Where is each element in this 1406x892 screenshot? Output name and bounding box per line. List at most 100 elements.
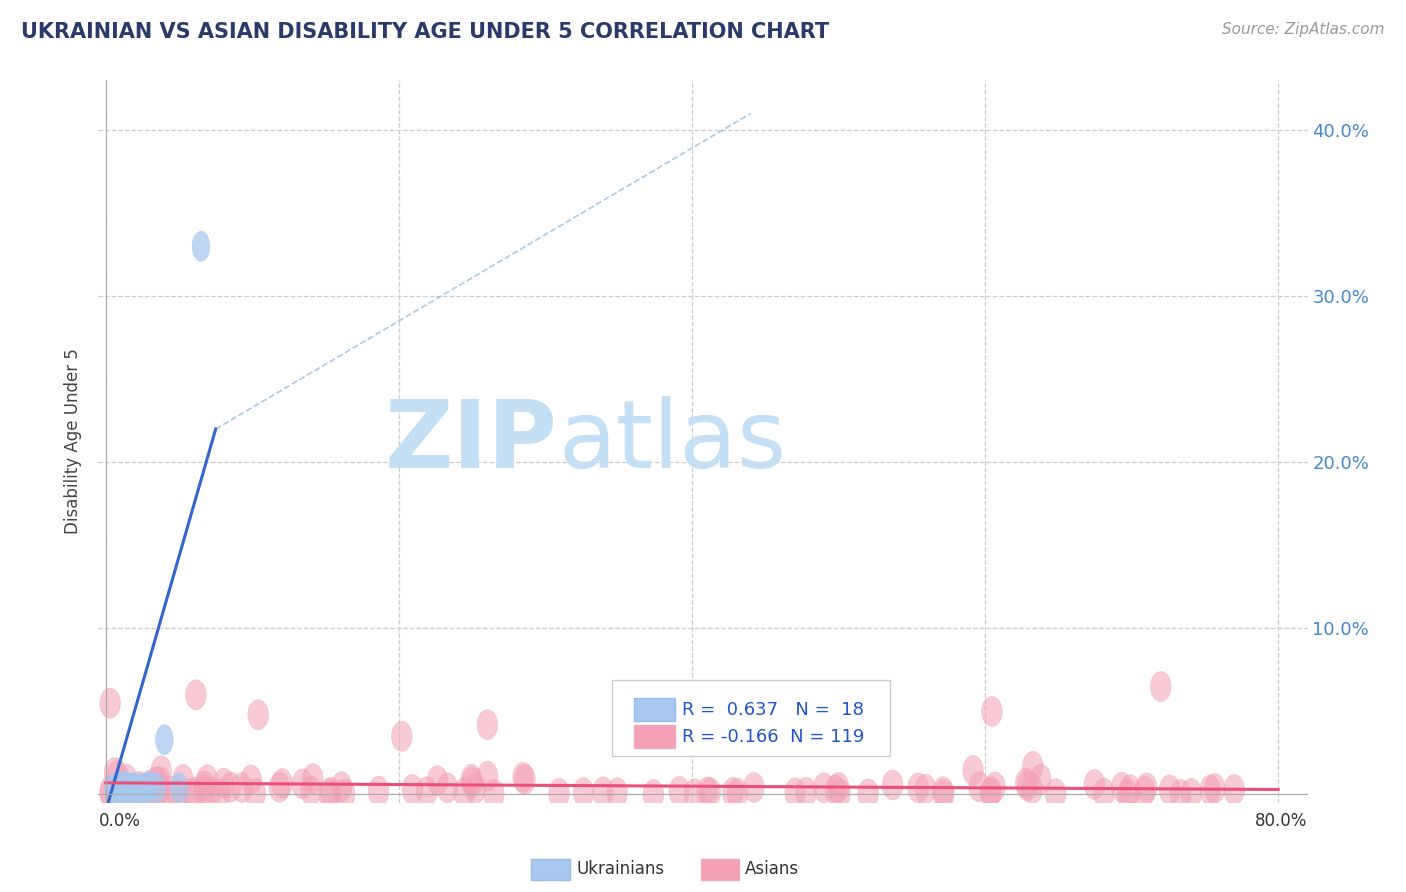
Ellipse shape <box>1199 775 1220 805</box>
Ellipse shape <box>121 774 138 805</box>
Ellipse shape <box>149 777 170 807</box>
Ellipse shape <box>454 778 474 807</box>
Ellipse shape <box>1111 772 1132 802</box>
Ellipse shape <box>100 689 121 718</box>
Ellipse shape <box>883 770 903 800</box>
Ellipse shape <box>1094 778 1114 808</box>
Ellipse shape <box>124 772 141 803</box>
Ellipse shape <box>104 774 122 805</box>
Ellipse shape <box>122 774 143 805</box>
Ellipse shape <box>194 771 214 801</box>
Ellipse shape <box>129 772 146 803</box>
Ellipse shape <box>115 777 136 806</box>
Ellipse shape <box>723 778 744 807</box>
Ellipse shape <box>1160 775 1180 805</box>
Ellipse shape <box>269 772 290 802</box>
Ellipse shape <box>513 763 533 792</box>
Ellipse shape <box>981 697 1002 726</box>
Ellipse shape <box>115 778 136 807</box>
Ellipse shape <box>593 777 613 807</box>
Ellipse shape <box>200 778 221 808</box>
Ellipse shape <box>437 773 458 803</box>
Ellipse shape <box>100 780 121 809</box>
Ellipse shape <box>181 779 202 808</box>
Ellipse shape <box>858 779 879 809</box>
Ellipse shape <box>368 776 389 806</box>
Ellipse shape <box>117 772 134 801</box>
Ellipse shape <box>108 774 127 805</box>
Text: R =  0.637   N =  18: R = 0.637 N = 18 <box>682 701 865 720</box>
Ellipse shape <box>156 724 173 755</box>
Ellipse shape <box>1022 774 1043 804</box>
Ellipse shape <box>120 772 136 803</box>
Ellipse shape <box>319 780 339 809</box>
Ellipse shape <box>105 779 127 809</box>
Ellipse shape <box>1121 775 1140 805</box>
Ellipse shape <box>221 772 240 802</box>
Ellipse shape <box>128 772 149 801</box>
Ellipse shape <box>830 779 851 809</box>
Ellipse shape <box>463 767 482 797</box>
Text: Source: ZipAtlas.com: Source: ZipAtlas.com <box>1222 22 1385 37</box>
Ellipse shape <box>1136 772 1157 803</box>
Ellipse shape <box>301 776 322 805</box>
Ellipse shape <box>465 774 485 804</box>
Ellipse shape <box>969 772 990 802</box>
Ellipse shape <box>477 761 498 791</box>
Ellipse shape <box>127 774 143 805</box>
Ellipse shape <box>1135 777 1154 806</box>
Ellipse shape <box>332 772 352 802</box>
Text: Asians: Asians <box>745 860 800 879</box>
Ellipse shape <box>148 772 166 803</box>
Ellipse shape <box>1046 779 1066 809</box>
Ellipse shape <box>100 776 121 805</box>
Ellipse shape <box>402 774 423 805</box>
Ellipse shape <box>427 765 447 796</box>
Ellipse shape <box>643 780 664 809</box>
Ellipse shape <box>915 774 935 805</box>
Ellipse shape <box>814 772 834 803</box>
Ellipse shape <box>240 765 262 795</box>
Ellipse shape <box>167 780 188 809</box>
Ellipse shape <box>149 772 170 803</box>
Ellipse shape <box>209 779 231 808</box>
Ellipse shape <box>700 778 721 807</box>
Ellipse shape <box>139 771 159 800</box>
Ellipse shape <box>697 777 717 807</box>
Ellipse shape <box>828 772 849 802</box>
Ellipse shape <box>321 777 342 807</box>
Ellipse shape <box>574 778 593 807</box>
Ellipse shape <box>107 772 125 803</box>
Ellipse shape <box>548 779 569 808</box>
Text: Ukrainians: Ukrainians <box>576 860 664 879</box>
Ellipse shape <box>148 775 169 805</box>
Ellipse shape <box>932 777 953 806</box>
Ellipse shape <box>669 777 689 806</box>
Ellipse shape <box>292 769 312 799</box>
Ellipse shape <box>1017 771 1038 801</box>
Ellipse shape <box>122 775 143 805</box>
Ellipse shape <box>107 777 128 806</box>
Ellipse shape <box>934 780 955 809</box>
Ellipse shape <box>117 777 138 807</box>
Ellipse shape <box>744 772 763 803</box>
Ellipse shape <box>139 774 160 805</box>
Ellipse shape <box>186 680 207 710</box>
Ellipse shape <box>134 774 152 805</box>
Ellipse shape <box>214 768 233 798</box>
Ellipse shape <box>963 756 983 786</box>
Ellipse shape <box>685 779 704 809</box>
Ellipse shape <box>1084 770 1105 799</box>
FancyBboxPatch shape <box>634 724 675 747</box>
Ellipse shape <box>117 764 136 795</box>
Ellipse shape <box>170 772 188 803</box>
Ellipse shape <box>1170 780 1191 809</box>
Ellipse shape <box>107 761 128 790</box>
Ellipse shape <box>391 722 412 751</box>
Ellipse shape <box>1205 773 1225 804</box>
Ellipse shape <box>138 772 156 803</box>
Ellipse shape <box>825 775 845 805</box>
FancyBboxPatch shape <box>700 859 740 880</box>
Ellipse shape <box>146 767 166 797</box>
Ellipse shape <box>131 777 152 807</box>
